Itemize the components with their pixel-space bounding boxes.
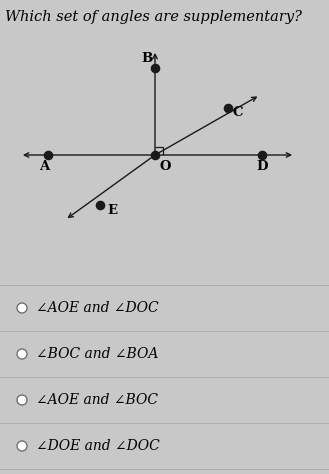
Text: A: A [39,161,49,173]
Circle shape [17,441,27,451]
Text: ∠DOE and ∠DOC: ∠DOE and ∠DOC [36,439,160,453]
Point [152,151,158,159]
Point [152,64,158,72]
Text: ∠BOC and ∠BOA: ∠BOC and ∠BOA [36,347,158,361]
Point [45,151,51,159]
Circle shape [17,395,27,405]
Circle shape [17,303,27,313]
Point [97,201,103,209]
Text: C: C [233,106,243,118]
Text: O: O [159,161,171,173]
Text: ∠AOE and ∠BOC: ∠AOE and ∠BOC [36,393,158,407]
Circle shape [17,349,27,359]
Text: B: B [141,52,153,64]
Point [225,104,231,112]
Text: Which set of angles are supplementary?: Which set of angles are supplementary? [5,10,302,24]
Text: D: D [256,161,268,173]
Text: ∠AOE and ∠DOC: ∠AOE and ∠DOC [36,301,159,315]
Point [259,151,265,159]
Text: E: E [107,204,117,218]
